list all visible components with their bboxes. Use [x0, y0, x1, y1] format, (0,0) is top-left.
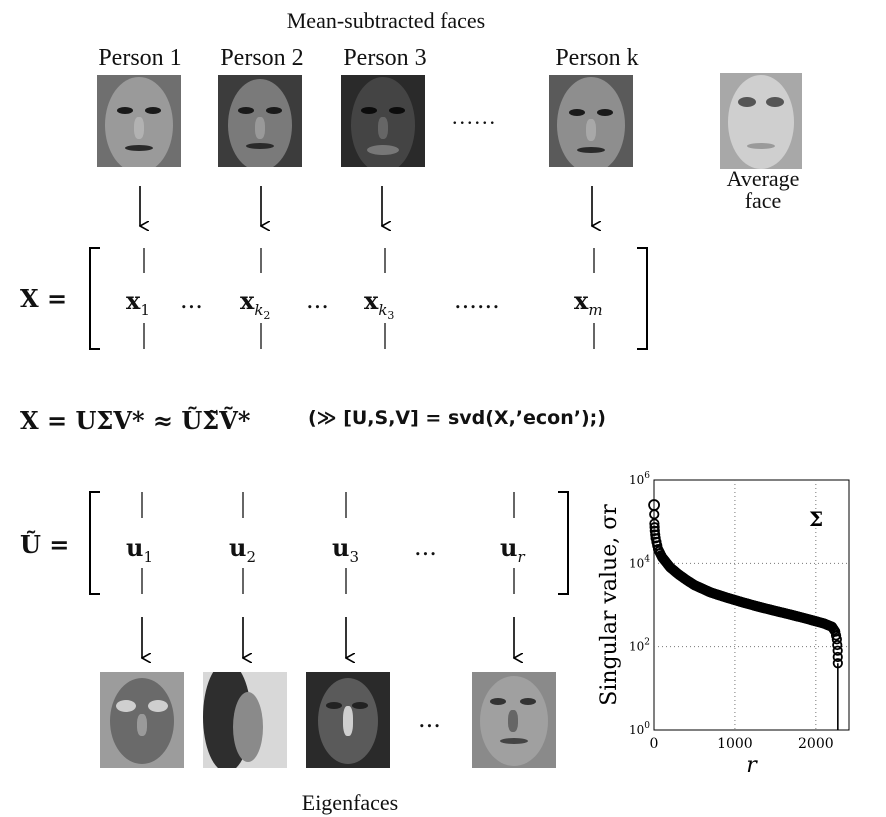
singular-value-point: [832, 639, 843, 651]
x-col-k3: xk3: [364, 286, 395, 322]
singular-value-point: [832, 651, 843, 663]
person-2-face-image: [218, 75, 302, 167]
x-dots-3: ......: [454, 286, 500, 314]
singular-value-point: [830, 630, 842, 641]
singular-value-point: [649, 522, 660, 533]
plot-area: [653, 479, 850, 731]
u-col-r: ur: [500, 533, 525, 566]
x-tick-label: 2000: [798, 736, 834, 752]
x-left-bracket: [89, 247, 100, 350]
u-equals: Ũ =: [20, 530, 70, 559]
x-axis-label: r: [746, 753, 758, 778]
singular-value-point: [649, 525, 660, 537]
x-right-bracket: [637, 247, 648, 350]
persons-ellipsis: ......: [452, 104, 497, 129]
singular-value-points: [648, 499, 843, 730]
person-3-face-image: [341, 75, 425, 167]
average-face-image: [720, 73, 802, 169]
eigenface-1-image: [100, 672, 184, 768]
average-face-label-line2: face: [744, 188, 782, 213]
singular-value-point: [650, 529, 661, 540]
x-dots-2: ...: [306, 286, 329, 314]
singular-value-point: [649, 518, 660, 529]
eigenface-r-image: [472, 672, 556, 768]
x-col-m: xm: [574, 286, 603, 319]
y-tick-label: 104: [629, 554, 650, 570]
x-tick-label: 1000: [717, 736, 753, 752]
person-k-label: Person k: [555, 45, 639, 71]
sigma-series-label: Σ: [809, 507, 823, 531]
eigenfaces-caption: Eigenfaces: [301, 790, 399, 815]
u-right-bracket: [558, 491, 569, 595]
mean-subtracted-title: Mean-subtracted faces: [286, 8, 486, 33]
eigenfaces-dots: ...: [418, 705, 441, 733]
eigen-arrows: [142, 617, 514, 658]
y-tick-label: 100: [629, 721, 650, 737]
singular-value-chart: 0 1000 2000 100 102 104 106 Σ r Singular value…: [597, 471, 850, 778]
person-k-face-image: [549, 75, 633, 167]
person-1-face-image: [97, 75, 181, 167]
x-col-k2: xk2: [240, 286, 271, 322]
person-1-label: Person 1: [98, 45, 182, 71]
u-col-3: u3: [332, 533, 359, 566]
person-2-label: Person 2: [220, 45, 304, 71]
average-face-label-line1: Average: [726, 166, 800, 191]
x-tick-label: 0: [650, 736, 659, 752]
u-col-2: u2: [229, 533, 256, 566]
y-axis-label: Singular value, σr: [597, 504, 622, 706]
matlab-command: (≫ [U,S,V] = svd(X,’econ’);): [308, 407, 606, 429]
svd-equation: X = UΣV* ≈ ŨΣ̃Ṽ*: [20, 406, 251, 435]
eigenface-3-image: [306, 672, 390, 768]
y-tick-label: 106: [629, 471, 650, 487]
u-col-1: u1: [126, 533, 153, 566]
singular-value-point: [831, 634, 842, 645]
u-dots: ...: [414, 533, 437, 561]
x-dots-1: ...: [180, 286, 203, 314]
singular-value-point: [832, 645, 843, 656]
x-col-1: x1: [126, 286, 150, 319]
y-tick-label: 102: [629, 638, 650, 654]
u-left-bracket: [89, 491, 100, 595]
person-3-label: Person 3: [343, 45, 427, 71]
face-arrows: [140, 186, 592, 226]
axis-ticks: 0 1000 2000 100 102 104 106: [629, 471, 834, 752]
x-equals: X =: [20, 284, 68, 313]
eigenface-2-image: [203, 672, 287, 768]
